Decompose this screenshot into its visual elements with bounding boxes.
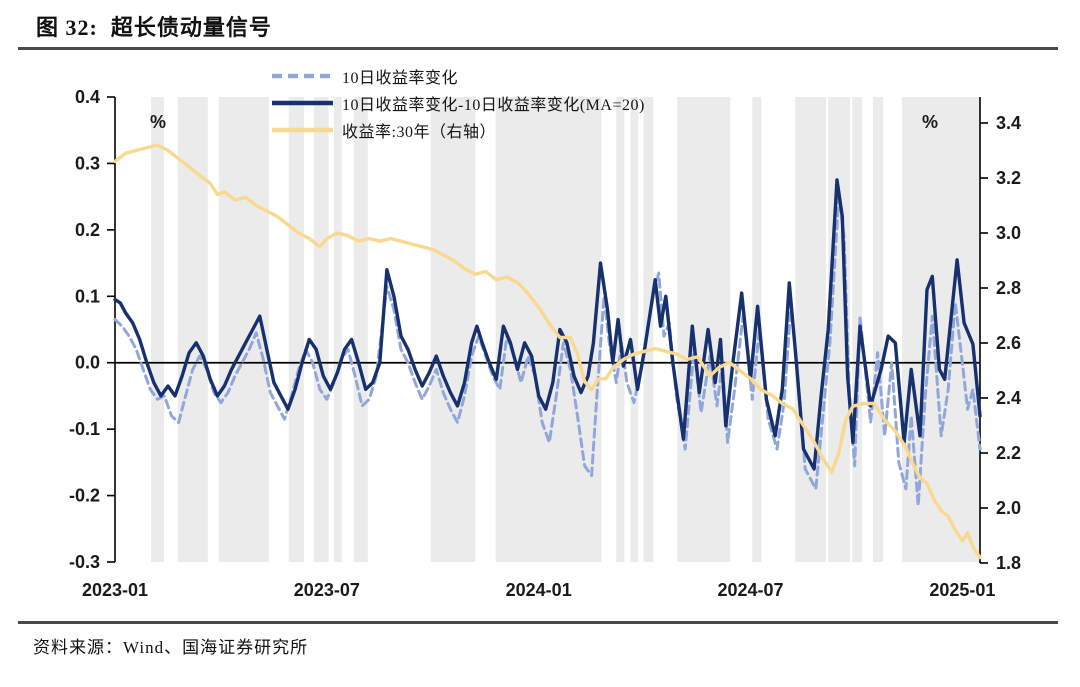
legend-item: 收益率:30年（右轴） — [272, 116, 645, 143]
x-axis-tick-label: 2024-07 — [717, 580, 783, 600]
source-note: 资料来源：Wind、国海证券研究所 — [33, 638, 309, 657]
right-axis-tick-label: 2.6 — [996, 333, 1021, 353]
x-axis-tick-label: 2023-07 — [294, 580, 360, 600]
right-axis-tick-label: 3.2 — [996, 168, 1021, 188]
right-axis-tick-label: 2.8 — [996, 278, 1021, 298]
left-axis-tick-label: 0.1 — [75, 286, 100, 306]
shaded-band — [353, 97, 368, 562]
legend-item: 10日收益率变化-10日收益率变化(MA=20) — [272, 89, 645, 116]
right-axis-tick-label: 2.0 — [996, 498, 1021, 518]
left-axis-tick-label: 0.2 — [75, 220, 100, 240]
shaded-band — [218, 97, 269, 562]
shaded-band — [630, 97, 639, 562]
left-axis-tick-label: 0.3 — [75, 153, 100, 173]
series-line-2 — [113, 143, 982, 560]
right-axis-tick-label: 3.4 — [996, 113, 1021, 133]
right-axis-tick-label: 2.2 — [996, 443, 1021, 463]
x-axis-tick-label: 2023-01 — [82, 580, 148, 600]
shaded-band — [333, 97, 342, 562]
left-axis-tick-label: 0.0 — [75, 353, 100, 373]
x-axis-tick-label: 2024-01 — [506, 580, 572, 600]
shaded-band — [677, 97, 731, 562]
left-axis-unit: % — [150, 112, 166, 132]
legend-line-sample — [272, 127, 333, 132]
shaded-band — [795, 97, 826, 562]
x-axis-tick-label: 2025-01 — [929, 580, 995, 600]
legend-label: 收益率:30年（右轴） — [342, 123, 496, 141]
legend-line-sample — [272, 73, 333, 78]
left-axis-tick-label: 0.4 — [75, 87, 100, 107]
chart-legend: 10日收益率变化 10日收益率变化-10日收益率变化(MA=20) 收益率:30年（… — [272, 62, 645, 143]
series-line-1 — [113, 178, 982, 471]
shaded-band — [495, 97, 602, 562]
shaded-band — [852, 97, 863, 562]
right-axis-unit: % — [922, 112, 938, 132]
title-divider — [18, 47, 1058, 50]
shaded-band — [288, 97, 304, 562]
left-axis-tick-label: -0.2 — [69, 486, 100, 506]
shaded-band — [873, 97, 884, 562]
left-axis-tick-label: -0.3 — [69, 552, 100, 572]
legend-item: 10日收益率变化 — [272, 62, 645, 89]
shaded-band — [430, 97, 476, 562]
footer-divider — [18, 621, 1058, 624]
legend-label: 10日收益率变化-10日收益率变化(MA=20) — [342, 96, 645, 114]
figure-title: 图 32: 超长债动量信号 — [36, 15, 272, 40]
right-axis-tick-label: 3.0 — [996, 223, 1021, 243]
legend-line-sample — [272, 100, 333, 105]
left-axis-tick-label: -0.1 — [69, 419, 100, 439]
shaded-band — [313, 97, 329, 562]
right-axis-tick-label: 1.8 — [996, 553, 1021, 573]
legend-label: 10日收益率变化 — [342, 69, 459, 87]
shaded-band — [151, 97, 165, 562]
right-axis-tick-label: 2.4 — [996, 388, 1021, 408]
shaded-band — [177, 97, 208, 562]
